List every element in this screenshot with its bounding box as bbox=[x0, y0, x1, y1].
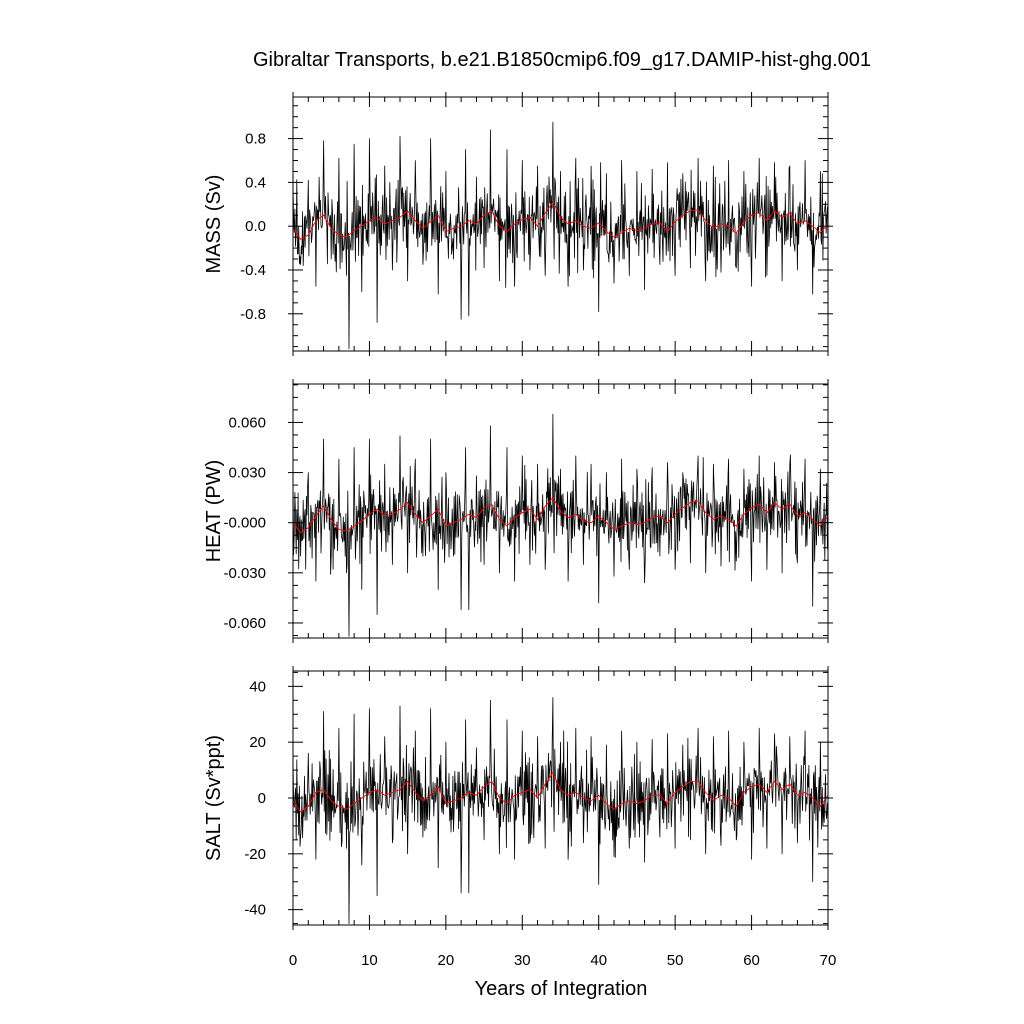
y-tick-label: -0.000 bbox=[223, 515, 266, 532]
series-monthly-salt bbox=[293, 697, 828, 924]
x-tick-label: 40 bbox=[590, 952, 607, 969]
y-tick-label: 0.0 bbox=[245, 218, 266, 235]
x-tick-label: 20 bbox=[438, 952, 455, 969]
panel-frame-mass bbox=[292, 96, 829, 352]
x-tick-label: 30 bbox=[514, 952, 531, 969]
y-tick-label: -40 bbox=[244, 902, 266, 919]
x-tick-label: 70 bbox=[820, 952, 837, 969]
y-tick-label: -0.4 bbox=[240, 262, 266, 279]
y-axis-label-heat: HEAT (PW) bbox=[203, 460, 225, 563]
y-tick-label: -0.060 bbox=[223, 615, 266, 632]
chart-title: Gibraltar Transports, b.e21.B1850cmip6.f… bbox=[253, 49, 871, 71]
y-tick-label: 0.030 bbox=[228, 465, 266, 482]
y-tick-label: 0.4 bbox=[245, 174, 266, 191]
y-axis-label-mass: MASS (Sv) bbox=[203, 175, 225, 274]
y-tick-label: 0 bbox=[258, 790, 266, 807]
x-tick-label: 10 bbox=[361, 952, 378, 969]
series-smoothed-heat bbox=[293, 496, 828, 534]
y-tick-label: 20 bbox=[249, 734, 266, 751]
x-axis-label: Years of Integration bbox=[475, 978, 648, 1000]
series-smoothed-mass bbox=[293, 201, 828, 240]
panel-frame-heat bbox=[292, 383, 829, 639]
y-tick-label: 0.8 bbox=[245, 131, 266, 148]
y-tick-label: 40 bbox=[249, 678, 266, 695]
series-monthly-mass bbox=[293, 121, 828, 350]
panel-heat: 0.060 0.030 -0.000 -0.030 -0.060 HEAT (PW) bbox=[203, 379, 833, 643]
y-tick-label: 0.060 bbox=[228, 414, 266, 431]
panel-salt: 40 20 0 -20 -40 SALT (Sv*ppt) 0 10 20 30 40 50 60 70 bbox=[203, 666, 836, 969]
panel-mass: 0.8 0.4 0.0 -0.4 -0.8 MASS (Sv) bbox=[203, 92, 833, 356]
x-tick-label: 60 bbox=[743, 952, 760, 969]
y-tick-label: -0.030 bbox=[223, 565, 266, 582]
series-monthly-heat bbox=[293, 413, 828, 637]
y-tick-label: -20 bbox=[244, 846, 266, 863]
y-axis-label-salt: SALT (Sv*ppt) bbox=[203, 735, 225, 861]
panels-layer: 0.8 0.4 0.0 -0.4 -0.8 MASS (Sv) 0.060 0.030 -0.0… bbox=[203, 92, 836, 969]
x-tick-label: 50 bbox=[667, 952, 684, 969]
series-smoothed-salt bbox=[293, 771, 828, 813]
x-tick-label: 0 bbox=[289, 952, 297, 969]
y-tick-label: -0.8 bbox=[240, 306, 266, 323]
